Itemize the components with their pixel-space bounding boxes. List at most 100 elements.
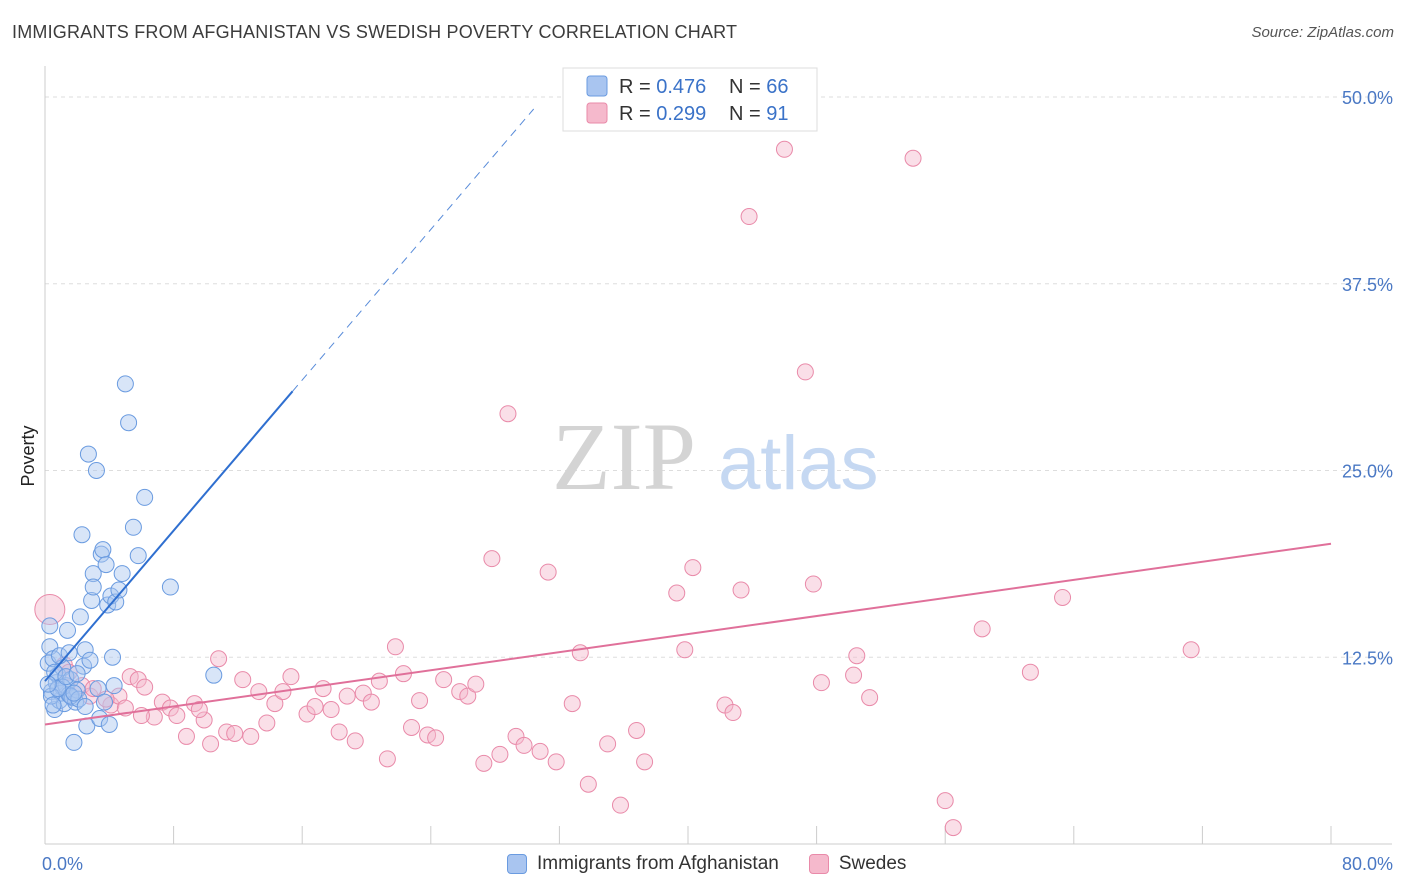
legend-n-value-2: 91 [766, 103, 788, 125]
swedes-point [499, 405, 517, 423]
swedes-point [459, 687, 477, 705]
swedes-point [427, 729, 445, 747]
swedes-point [571, 644, 589, 662]
svg-text:N = 91: N = 91 [729, 103, 789, 125]
swedes-point [804, 575, 822, 593]
swedes-point [195, 711, 213, 729]
swedes-point [226, 724, 244, 742]
legend-n-label-2: N = [729, 103, 766, 125]
swedes-point [136, 678, 154, 696]
afghanistan-points [39, 375, 223, 751]
afghanistan-point [65, 684, 83, 702]
chart-title: IMMIGRANTS FROM AFGHANISTAN VS SWEDISH P… [12, 22, 738, 42]
x-tick-label-max: 80.0% [1342, 854, 1393, 874]
afghanistan-point [73, 526, 91, 544]
swedes-point [266, 695, 284, 713]
stats-legend: R = 0.476 N = 66 R = 0.299 N = 91 [562, 67, 818, 132]
swedes-point [796, 363, 814, 381]
afghanistan-point [161, 578, 179, 596]
afghanistan-point [124, 518, 142, 536]
source-label: Source: ZipAtlas.com [1251, 24, 1394, 41]
legend-n-label-1: N = [729, 76, 766, 98]
legend-swatch-afghanistan [586, 75, 608, 97]
afghanistan-point [76, 641, 94, 659]
swedes-point [861, 689, 879, 707]
swedes-trend-line [44, 542, 1332, 726]
swedes-point [676, 641, 694, 659]
swedes-point [168, 707, 186, 725]
swedes-point [202, 735, 220, 753]
afghanistan-point [116, 375, 134, 393]
afghanistan-point [68, 665, 86, 683]
swedes-point [34, 593, 66, 625]
afghanistan-point [97, 556, 115, 574]
swedes-point [563, 695, 581, 713]
swedes-point [973, 620, 991, 638]
afghanistan-point [100, 715, 118, 733]
afghanistan-point [110, 581, 128, 599]
afghanistan-point [44, 696, 62, 714]
swedes-point [944, 819, 962, 837]
afghanistan-point [83, 591, 101, 609]
swedes-point [684, 559, 702, 577]
swedes-point [258, 714, 276, 732]
afghanistan-point [105, 677, 123, 695]
afghanistan-point [59, 621, 77, 639]
swedes-point [451, 683, 469, 701]
series-label-swedes: Swedes [838, 853, 907, 874]
swedes-point [491, 745, 509, 763]
legend-r-value-1: 0.476 [656, 76, 706, 98]
x-tick-label-min: 0.0% [42, 854, 83, 874]
legend-r-value-2: 0.299 [656, 103, 706, 125]
afghanistan-point [205, 666, 223, 684]
y-tick-label: 25.0% [1342, 462, 1393, 482]
swedes-point [636, 753, 654, 771]
swedes-point [177, 727, 195, 745]
swedes-point [242, 727, 260, 745]
swedes-point [515, 736, 533, 754]
swedes-point [370, 672, 388, 690]
series-label-afghanistan: Immigrants from Afghanistan [537, 853, 779, 874]
y-tick-labels: 12.5% 25.0% 37.5% 50.0% [1342, 88, 1393, 668]
swedes-point [378, 750, 396, 768]
swedes-point [740, 208, 758, 226]
afghanistan-point [129, 547, 147, 565]
svg-text:R = 0.476: R = 0.476 [619, 76, 706, 98]
swedes-point [210, 650, 228, 668]
legend-swatch-swedes [586, 102, 608, 124]
afghanistan-point [71, 608, 89, 626]
watermark: ZIP atlas [552, 403, 879, 510]
watermark-zip: ZIP [552, 403, 696, 510]
afghanistan-point [94, 541, 112, 559]
swedes-point [668, 584, 686, 602]
swedes-point [483, 550, 501, 568]
y-tick-label: 12.5% [1342, 648, 1393, 668]
legend-r-label-2: R = [619, 103, 656, 125]
svg-text:R = 0.299: R = 0.299 [619, 103, 706, 125]
series-swatch-afghanistan [507, 854, 527, 874]
swedes-point [250, 683, 268, 701]
swedes-point [547, 753, 565, 771]
swedes-point [732, 581, 750, 599]
swedes-point [330, 723, 348, 741]
afghanistan-trend-line [44, 390, 294, 682]
swedes-point [435, 671, 453, 689]
swedes-point [403, 718, 421, 736]
y-tick-label: 50.0% [1342, 88, 1393, 108]
swedes-point [386, 638, 404, 656]
swedes-point [936, 792, 954, 810]
swedes-point [322, 701, 340, 719]
swedes-point [362, 693, 380, 711]
afghanistan-point [136, 488, 154, 506]
x-tick-labels: 0.0% 80.0% [42, 854, 1393, 874]
swedes-point [1182, 641, 1200, 659]
swedes-point [724, 704, 742, 722]
swedes-point [411, 692, 429, 710]
grid-lines [45, 96, 1392, 658]
swedes-point [579, 775, 597, 793]
series-legend: Immigrants from Afghanistan Swedes [507, 850, 906, 878]
swedes-point [475, 754, 493, 772]
swedes-point [812, 674, 830, 692]
swedes-point [282, 668, 300, 686]
